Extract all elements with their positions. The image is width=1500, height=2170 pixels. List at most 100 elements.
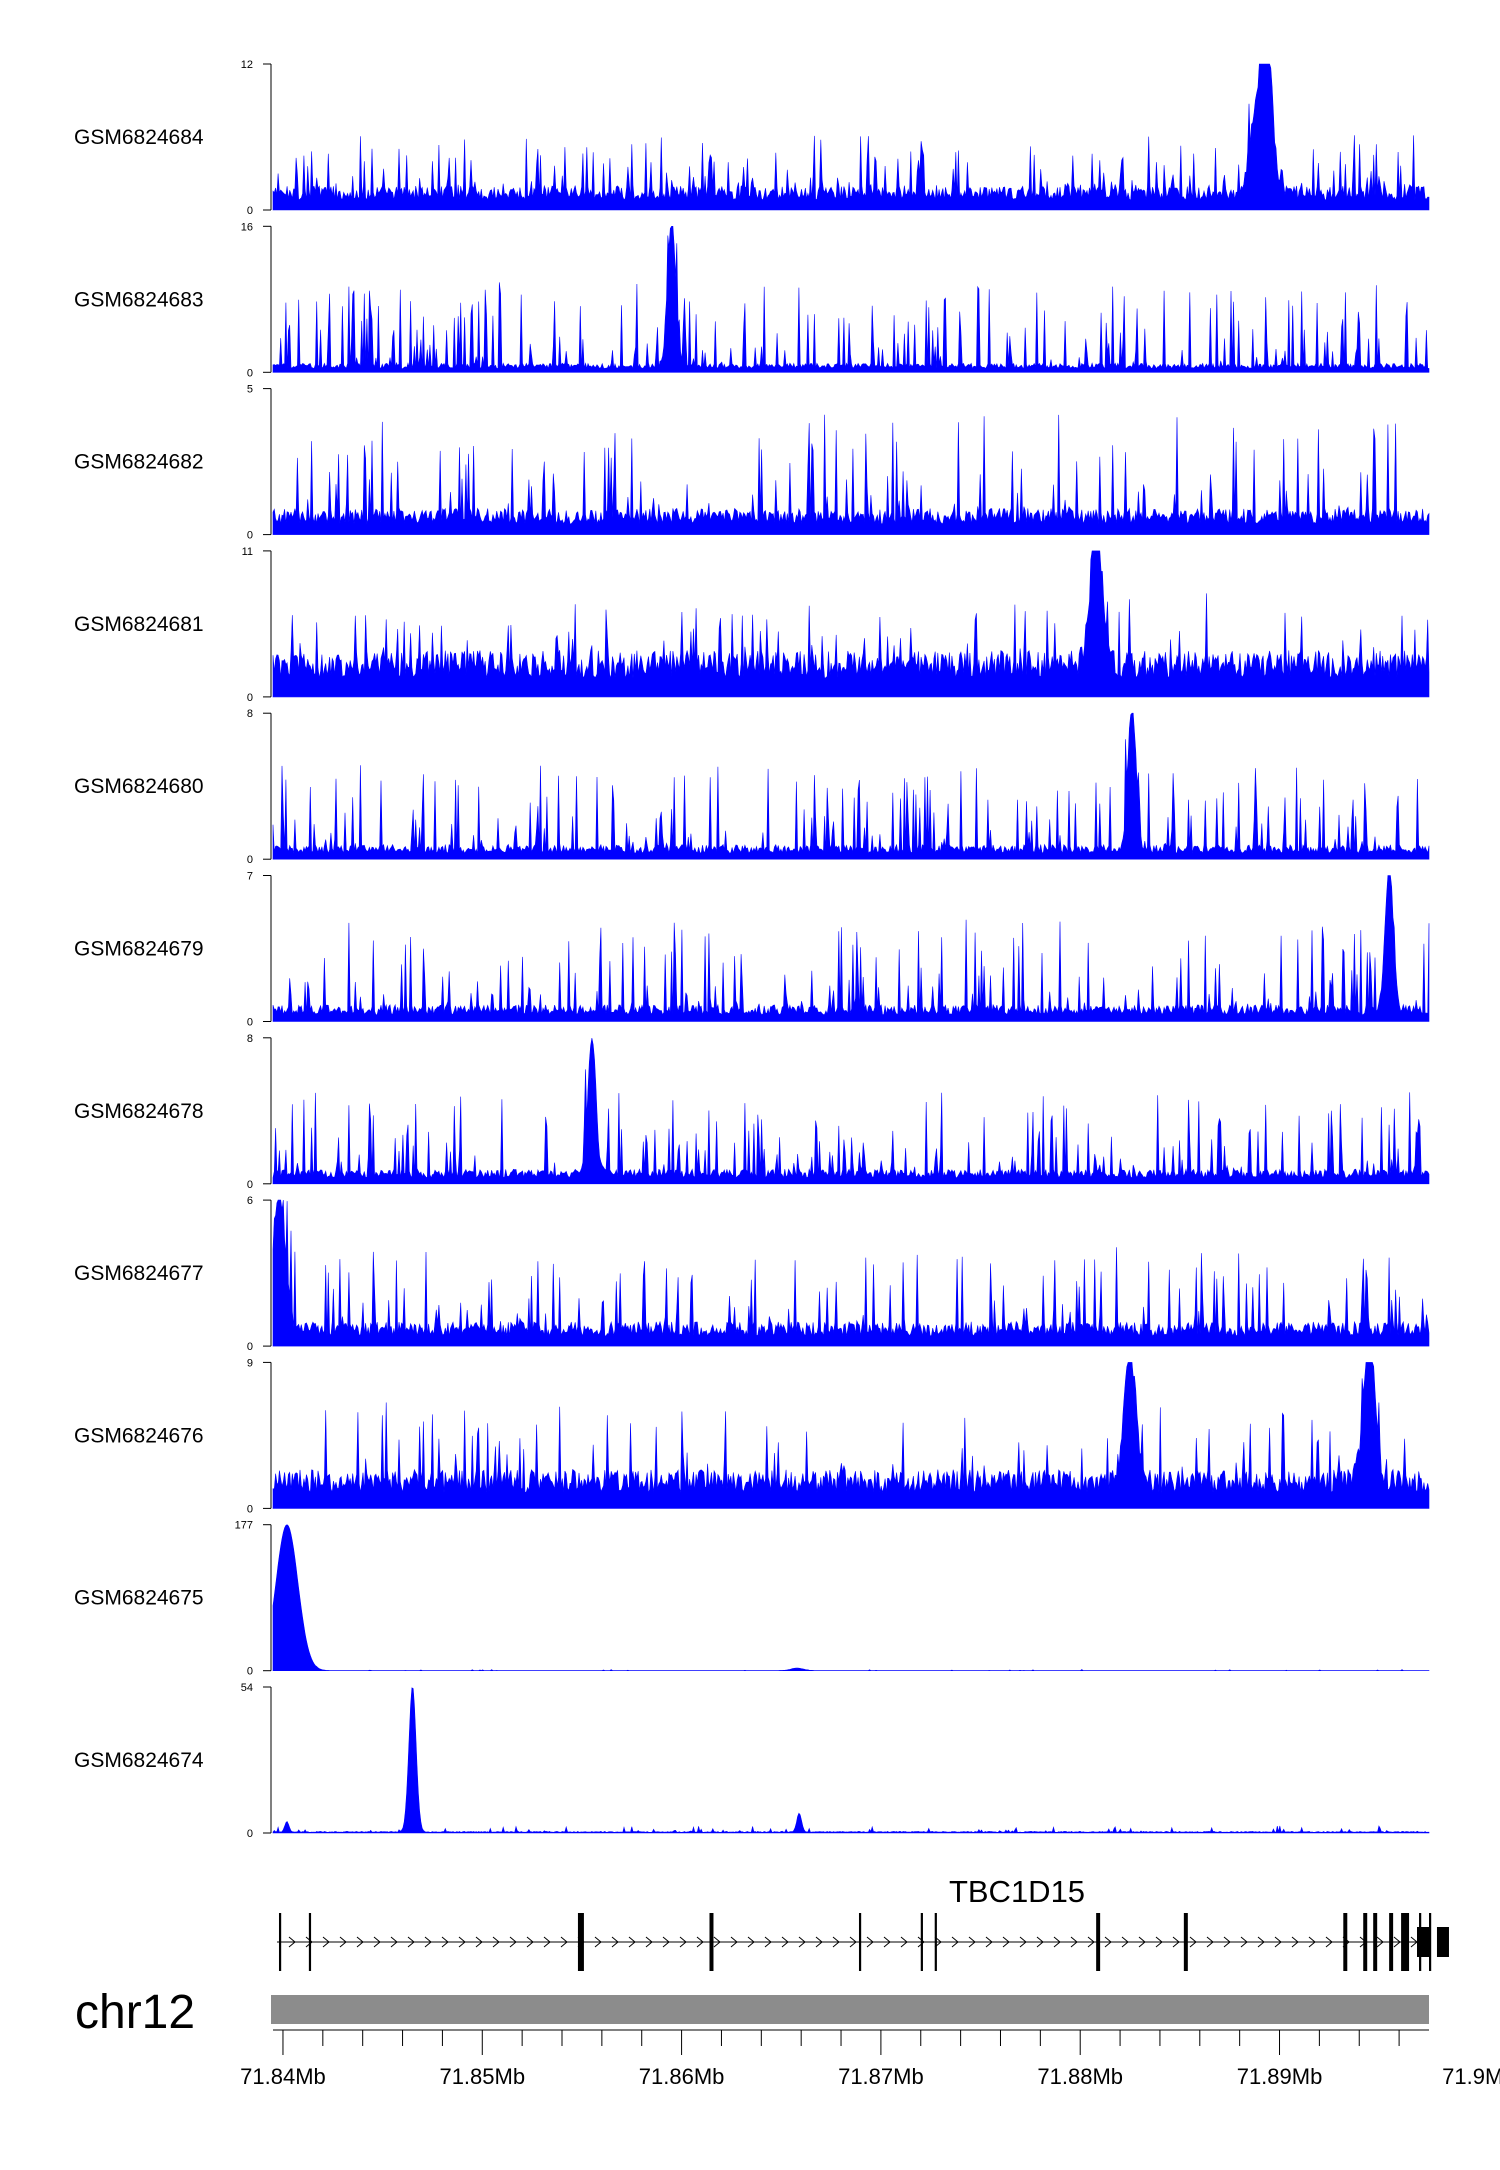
strand-arrow <box>1070 1936 1078 1948</box>
strand-arrow <box>407 1936 415 1948</box>
strand-arrow <box>475 1936 483 1948</box>
ideogram-track: chr12 <box>75 1986 1429 2039</box>
strand-arrow <box>1206 1936 1214 1948</box>
track-GSM6824675: GSM6824675 177 0 <box>74 1520 1430 1678</box>
axis-tick-label: 71.87Mb <box>838 2064 924 2089</box>
track-label: GSM6824675 <box>74 1587 204 1610</box>
strand-arrow <box>815 1936 823 1948</box>
strand-arrow <box>322 1936 330 1948</box>
strand-arrow <box>1104 1936 1112 1948</box>
strand-arrow <box>883 1936 891 1948</box>
strand-arrow <box>1019 1936 1027 1948</box>
track-GSM6824680: GSM6824680 8 0 <box>74 708 1430 866</box>
y-max-label: 12 <box>241 59 253 71</box>
track-GSM6824674: GSM6824674 54 0 <box>74 1682 1430 1840</box>
strand-arrow <box>1223 1936 1231 1948</box>
strand-arrow <box>1291 1936 1299 1948</box>
exon <box>1096 1913 1101 1971</box>
strand-arrow <box>1257 1936 1265 1948</box>
y-max-label: 54 <box>241 1682 253 1694</box>
strand-arrow <box>1002 1936 1010 1948</box>
strand-arrow <box>1376 1936 1384 1948</box>
track-label: GSM6824676 <box>74 1424 204 1447</box>
track-label: GSM6824681 <box>74 613 204 636</box>
y-max-label: 177 <box>235 1520 253 1532</box>
axis-tick-label: 71.84Mb <box>240 2064 326 2089</box>
exon <box>1343 1913 1348 1971</box>
strand-arrow <box>1138 1936 1146 1948</box>
exon <box>1183 1913 1188 1971</box>
strand-arrow <box>968 1936 976 1948</box>
track-GSM6824683: GSM6824683 16 0 <box>74 221 1430 379</box>
strand-arrow <box>832 1936 840 1948</box>
track-GSM6824682: GSM6824682 5 0 <box>74 384 1430 542</box>
exon <box>1389 1913 1394 1971</box>
track-GSM6824678: GSM6824678 8 0 <box>74 1033 1430 1191</box>
strand-arrow <box>1036 1936 1044 1948</box>
track-label: GSM6824674 <box>74 1749 204 1772</box>
y-max-label: 5 <box>247 384 253 396</box>
strand-arrow <box>764 1936 772 1948</box>
strand-arrow <box>526 1936 534 1948</box>
strand-arrow <box>305 1936 313 1948</box>
coverage-area <box>272 226 1430 373</box>
strand-arrow <box>866 1936 874 1948</box>
exon <box>577 1913 584 1971</box>
strand-arrow <box>390 1936 398 1948</box>
gene-model <box>276 1913 1449 1971</box>
y-min-label: 0 <box>247 1503 253 1515</box>
axis-tick-label: 71.86Mb <box>639 2064 725 2089</box>
exon-terminal <box>1417 1927 1429 1957</box>
strand-arrow <box>441 1936 449 1948</box>
coverage-area <box>272 63 1430 211</box>
strand-arrow <box>1393 1936 1401 1948</box>
track-label: GSM6824684 <box>74 126 204 149</box>
track-GSM6824681: GSM6824681 11 0 <box>74 546 1430 704</box>
coverage-area <box>272 875 1430 1022</box>
chromosome-label: chr12 <box>75 1986 195 2039</box>
exon <box>1401 1913 1410 1971</box>
y-min-label: 0 <box>247 1341 253 1353</box>
exon <box>1363 1913 1368 1971</box>
track-label: GSM6824680 <box>74 775 204 798</box>
strand-arrow <box>560 1936 568 1948</box>
strand-arrow <box>985 1936 993 1948</box>
strand-arrow <box>1325 1936 1333 1948</box>
strand-arrow <box>1410 1936 1418 1948</box>
gene-track: TBC1D15 <box>276 1874 1449 1971</box>
strand-arrow <box>628 1936 636 1948</box>
axis-tick-label: 71.89Mb <box>1237 2064 1323 2089</box>
y-max-label: 16 <box>241 221 253 233</box>
strand-arrow <box>594 1936 602 1948</box>
strand-arrow <box>611 1936 619 1948</box>
exon <box>1436 1927 1449 1957</box>
y-min-label: 0 <box>247 854 253 866</box>
track-label: GSM6824679 <box>74 938 204 961</box>
exon <box>308 1913 312 1971</box>
strand-arrow <box>934 1936 942 1948</box>
track-GSM6824676: GSM6824676 9 0 <box>74 1357 1430 1515</box>
strand-arrow <box>356 1936 364 1948</box>
track-GSM6824684: GSM6824684 12 0 <box>74 59 1430 217</box>
strand-arrow <box>1087 1936 1095 1948</box>
exon <box>858 1913 862 1971</box>
strand-arrow <box>1189 1936 1197 1948</box>
genome-axis: 71.84Mb 71.85Mb 71.86Mb 71.87Mb 71.88Mb 71.89… <box>240 2029 1500 2089</box>
strand-arrow <box>747 1936 755 1948</box>
strand-arrow <box>1155 1936 1163 1948</box>
strand-arrow <box>1274 1936 1282 1948</box>
track-label: GSM6824683 <box>74 288 204 311</box>
y-max-label: 11 <box>242 546 253 558</box>
y-min-label: 0 <box>247 1017 253 1029</box>
exon <box>934 1913 937 1971</box>
y-max-label: 9 <box>247 1357 253 1369</box>
coverage-area <box>272 1362 1430 1509</box>
strand-arrow <box>492 1936 500 1948</box>
axis-tick-label: 71.9Mb <box>1442 2064 1500 2089</box>
strand-arrow <box>339 1936 347 1948</box>
strand-arrow <box>1308 1936 1316 1948</box>
gene-name: TBC1D15 <box>949 1874 1085 1909</box>
coverage-area <box>272 1199 1430 1347</box>
track-label: GSM6824677 <box>74 1262 204 1285</box>
